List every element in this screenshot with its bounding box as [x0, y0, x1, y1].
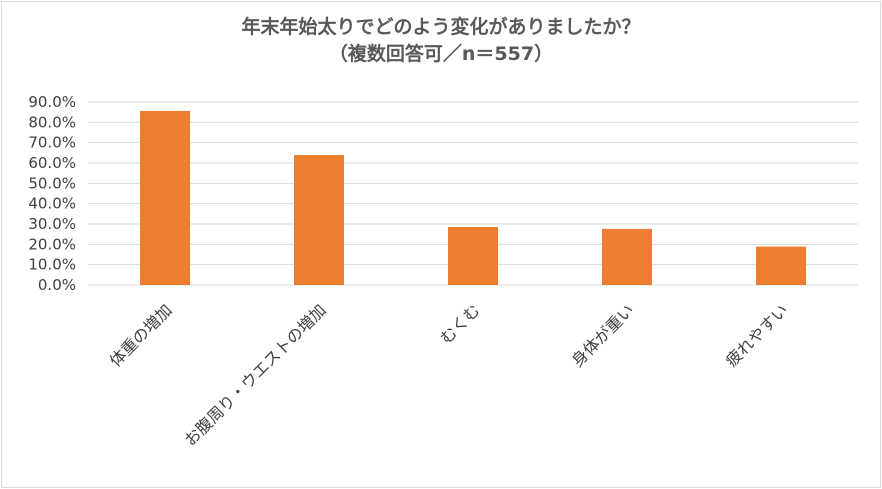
y-tick-label: 10.0% — [28, 256, 76, 274]
bar — [294, 155, 344, 285]
bar — [756, 246, 806, 285]
chart-subtitle: （複数回答可／n＝557） — [328, 43, 554, 65]
chart-title: 年末年始太りでどのよう変化がありましたか？ — [241, 16, 641, 38]
y-tick-label: 50.0% — [28, 174, 76, 192]
y-tick-label: 20.0% — [28, 235, 76, 253]
x-tick-label: むくむ — [436, 300, 483, 347]
y-tick-label: 60.0% — [28, 154, 76, 172]
x-tick-label: 身体が重い — [568, 300, 638, 370]
y-tick-label: 40.0% — [28, 195, 76, 213]
y-tick-label: 90.0% — [28, 93, 76, 111]
y-tick-label: 80.0% — [28, 113, 76, 131]
y-tick-label: 70.0% — [28, 134, 76, 152]
x-tick-label: 体重の増加 — [106, 300, 176, 370]
chart-title-block: 年末年始太りでどのよう変化がありましたか？ （複数回答可／n＝557） — [2, 14, 880, 68]
bar — [448, 227, 498, 285]
y-tick-label: 30.0% — [28, 215, 76, 233]
bar — [602, 228, 652, 285]
x-tick-label: 疲れやすい — [722, 300, 792, 370]
y-tick-label: 0.0% — [38, 276, 76, 294]
x-tick-label: お腹周り・ウエストの増加 — [181, 300, 330, 449]
bar — [140, 110, 190, 286]
